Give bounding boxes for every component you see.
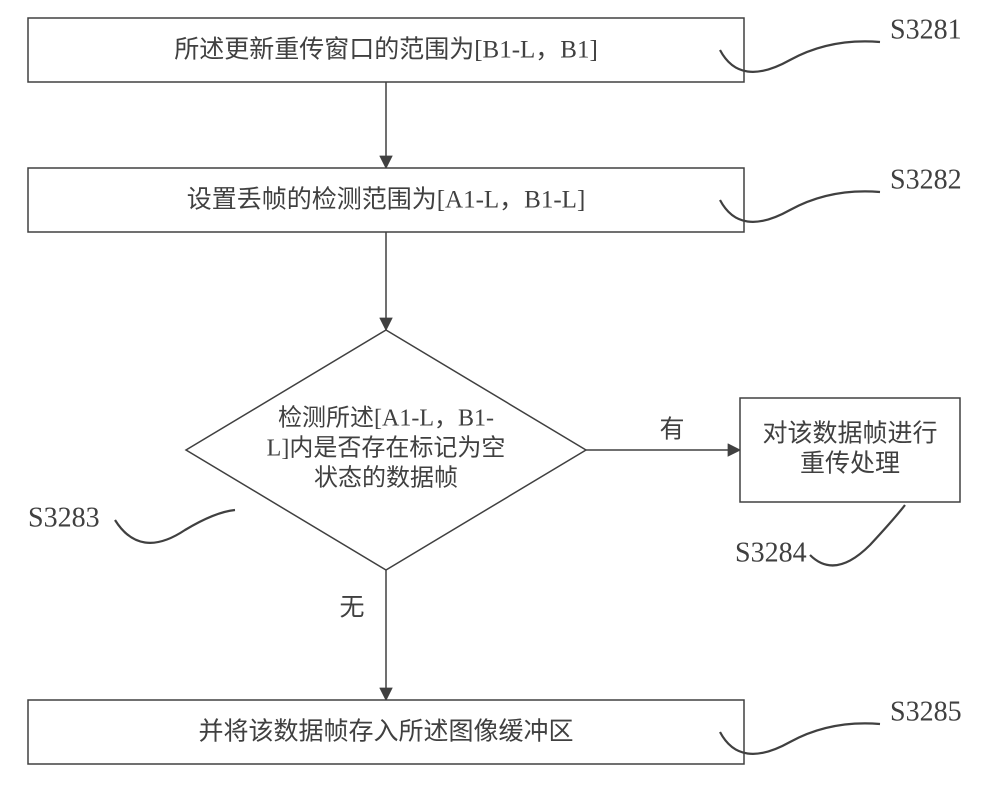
n4-line0: 对该数据帧进行 bbox=[762, 420, 937, 448]
n4-line1: 重传处理 bbox=[800, 450, 900, 478]
step-callout-n5: S3285 bbox=[720, 696, 962, 753]
process-node-n4: 对该数据帧进行 重传处理 bbox=[740, 398, 960, 502]
n2-text: 设置丢帧的检测范围为[A1-L，B1-L] bbox=[187, 186, 586, 214]
step-callout-n3: S3283 bbox=[28, 502, 235, 542]
n5-text: 并将该数据帧存入所述图像缓冲区 bbox=[198, 718, 573, 746]
edge-n3-n5-label: 无 bbox=[339, 595, 364, 622]
decision-node-n3: 检测所述[A1-L，B1- L]内是否存在标记为空 状态的数据帧 bbox=[186, 330, 586, 570]
step-callout-n2: S3282 bbox=[720, 164, 962, 221]
step-callout-n4: S3284 bbox=[735, 505, 905, 568]
flowchart-canvas: 所述更新重传窗口的范围为[B1-L，B1] S3281 设置丢帧的检测范围为[A… bbox=[0, 0, 1000, 789]
n4-step: S3284 bbox=[735, 537, 807, 568]
n3-step: S3283 bbox=[28, 502, 100, 533]
n2-step: S3282 bbox=[890, 164, 962, 195]
edge-n3-n4-label: 有 bbox=[659, 416, 684, 444]
process-node-n2: 设置丢帧的检测范围为[A1-L，B1-L] bbox=[28, 168, 744, 232]
process-node-n5: 并将该数据帧存入所述图像缓冲区 bbox=[28, 700, 744, 764]
n5-step: S3285 bbox=[890, 696, 962, 727]
n1-step: S3281 bbox=[890, 14, 962, 45]
n3-line2: 状态的数据帧 bbox=[314, 465, 458, 492]
n3-line1: L]内是否存在标记为空 bbox=[267, 435, 506, 462]
n3-line0: 检测所述[A1-L，B1- bbox=[278, 405, 494, 432]
process-node-n1: 所述更新重传窗口的范围为[B1-L，B1] bbox=[28, 18, 744, 82]
step-callout-n1: S3281 bbox=[720, 14, 962, 71]
n1-text: 所述更新重传窗口的范围为[B1-L，B1] bbox=[174, 36, 598, 64]
